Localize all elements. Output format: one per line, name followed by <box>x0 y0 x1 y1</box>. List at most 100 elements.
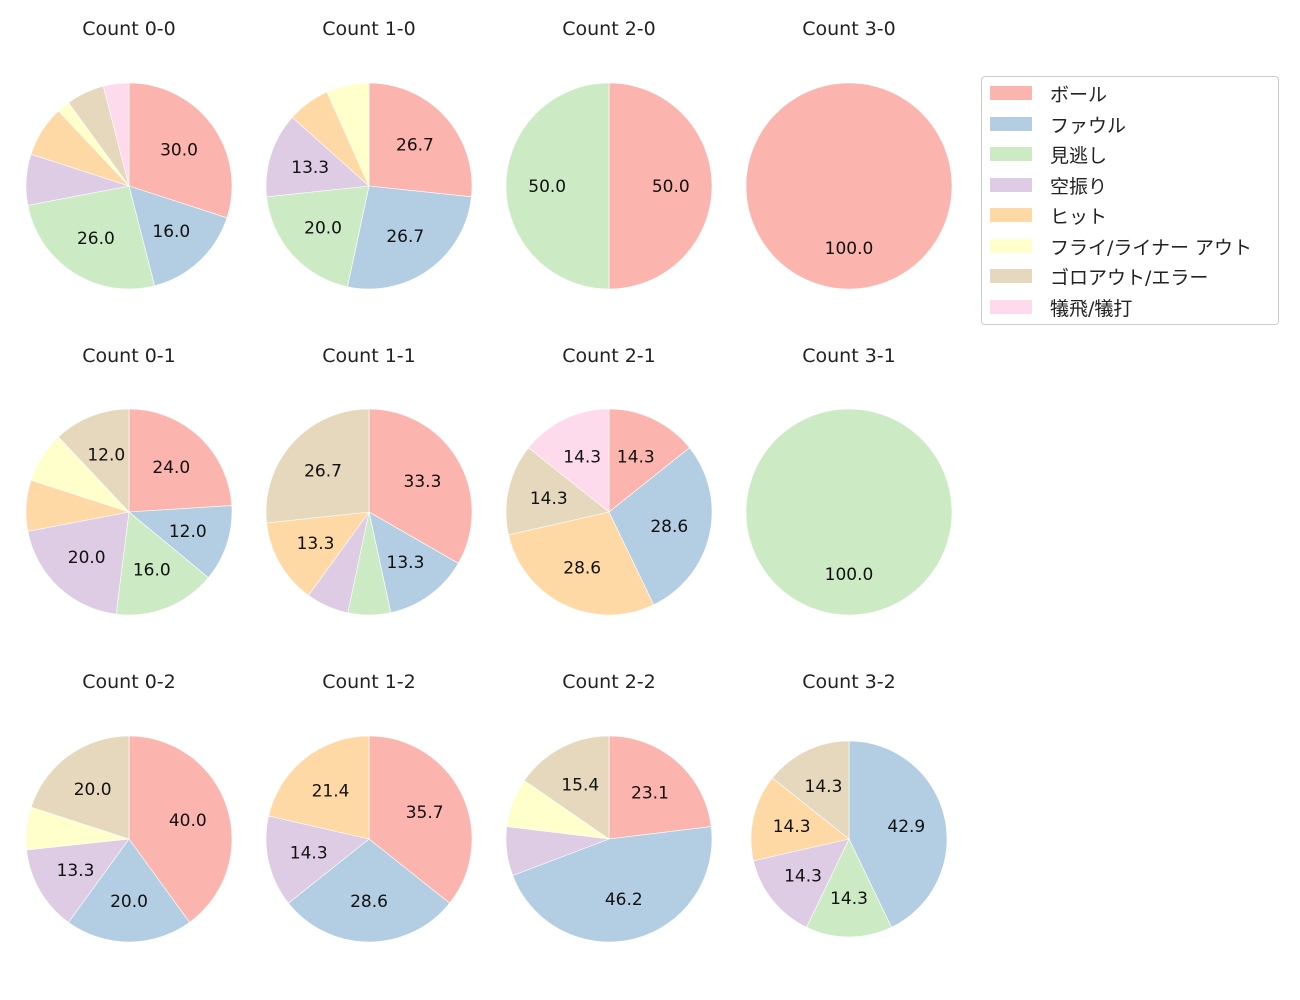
pie-count-2-0: Count 2-0 50.0 50.0 <box>505 18 713 290</box>
slice-label: 14.3 <box>290 844 328 864</box>
pie-slice <box>30 735 130 840</box>
legend-item-sacrifice: 犠飛/犠打 <box>990 294 1132 320</box>
pie-slice <box>268 735 370 840</box>
slice-label: 16.0 <box>152 222 190 242</box>
slice-label: 26.7 <box>396 136 434 156</box>
subplot-title: Count 0-0 <box>82 18 176 40</box>
slice-label: 100.0 <box>825 565 874 585</box>
pie-slice <box>368 511 459 614</box>
slice-label: 14.3 <box>530 489 568 509</box>
pie-slice <box>745 82 953 290</box>
slice-label: 14.3 <box>830 889 868 909</box>
slice-label: 28.6 <box>350 892 388 912</box>
pie-slice <box>745 408 953 616</box>
slice-label: 50.0 <box>652 177 690 197</box>
legend-item-hit: ヒット <box>990 202 1107 228</box>
pie-count-2-2: Count 2-2 23.1 46.2 15.4 <box>505 671 713 943</box>
pie-count-2-1: Count 2-1 14.3 28.6 28.6 14.3 14.3 <box>505 345 713 616</box>
pie-slice <box>266 511 370 596</box>
pie-slice <box>26 838 130 923</box>
slice-label: 20.0 <box>110 892 148 912</box>
slice-label: 20.0 <box>74 780 112 800</box>
pie-count-3-1: Count 3-1 100.0 <box>745 345 953 616</box>
pie-slice <box>347 185 472 290</box>
subplot-title: Count 1-1 <box>322 345 416 367</box>
pie-count-0-1: Count 0-1 24.0 12.0 16.0 20.0 12.0 <box>25 345 233 616</box>
pie-count-1-2: Count 1-2 35.7 28.6 14.3 21.4 <box>265 671 473 943</box>
pie-slice <box>128 735 233 923</box>
slice-label: 35.7 <box>406 803 444 823</box>
pie-slice <box>523 735 610 840</box>
pie-slice <box>368 735 473 904</box>
pie-slice <box>265 408 370 524</box>
pie-slice <box>608 735 712 840</box>
slice-label: 50.0 <box>528 177 566 197</box>
slice-label: 14.3 <box>617 447 655 467</box>
pie-slice <box>750 777 850 862</box>
slice-label: 46.2 <box>605 890 643 910</box>
pie-slice <box>128 408 233 513</box>
legend-swatch <box>990 208 1032 222</box>
pie-slice <box>128 505 233 579</box>
slice-label: 26.0 <box>77 229 115 249</box>
pie-slice <box>368 82 473 198</box>
slice-label: 20.0 <box>304 218 342 238</box>
pie-slice <box>103 82 130 187</box>
subplot-title: Count 0-2 <box>82 671 176 693</box>
subplot-title: Count 0-1 <box>82 345 176 367</box>
legend-label: 見逃し <box>1050 144 1108 167</box>
pie-slice <box>68 838 190 943</box>
slice-label: 14.3 <box>563 447 601 467</box>
slice-label: 21.4 <box>312 782 350 802</box>
subplot-title: Count 2-2 <box>562 671 656 693</box>
pie-slice <box>265 116 370 198</box>
pie-slice <box>266 185 370 288</box>
legend-label: ファウル <box>1050 114 1127 137</box>
pie-slice <box>326 82 370 187</box>
pie-slice <box>806 838 892 938</box>
slice-label: 40.0 <box>169 811 207 831</box>
subplot-title: Count 1-0 <box>322 18 416 40</box>
pie-slice <box>128 185 228 287</box>
pie-slice <box>505 447 610 536</box>
legend-label: フライ/ライナー アウト <box>1050 236 1253 259</box>
legend-swatch <box>990 269 1032 283</box>
slice-label: 42.9 <box>887 817 925 837</box>
legend-swatch <box>990 300 1032 314</box>
pie-slice <box>115 511 209 616</box>
legend-label: 空振り <box>1050 175 1108 198</box>
pie-slice <box>608 447 713 606</box>
legend-label: ボール <box>1050 83 1108 106</box>
legend-label: 犠飛/犠打 <box>1050 297 1133 320</box>
slice-label: 30.0 <box>160 141 198 161</box>
subplot-title: Count 2-1 <box>562 345 656 367</box>
subplot-title: Count 3-2 <box>802 671 896 693</box>
slice-label: 12.0 <box>169 522 207 542</box>
legend-item-swinging-strike: 空振り <box>990 172 1107 198</box>
slice-label: 23.1 <box>631 784 669 804</box>
slice-label: 26.7 <box>304 462 342 482</box>
slice-label: 13.3 <box>387 553 425 573</box>
slice-label: 13.3 <box>291 158 329 178</box>
slice-label: 14.3 <box>784 867 822 887</box>
pie-count-3-0: Count 3-0 100.0 <box>745 18 953 290</box>
pie-slice <box>287 838 451 943</box>
pie-count-0-2: Count 0-2 40.0 20.0 13.3 20.0 <box>25 671 233 943</box>
legend-swatch <box>990 86 1032 100</box>
slice-label: 13.3 <box>297 534 335 554</box>
pie-slice <box>753 838 850 928</box>
pie-slice <box>508 511 655 616</box>
legend-item-fly-liner-out: フライ/ライナー アウト <box>990 233 1252 259</box>
slice-label: 15.4 <box>561 775 599 795</box>
slice-label: 24.0 <box>152 458 190 478</box>
legend-item-ball: ボール <box>990 80 1107 106</box>
legend-label: ヒット <box>1050 205 1108 228</box>
legend-swatch <box>990 117 1032 131</box>
slice-label: 100.0 <box>825 239 874 259</box>
legend-swatch <box>990 147 1032 161</box>
pie-count-3-2: Count 3-2 42.9 14.3 14.3 14.3 14.3 <box>750 671 948 938</box>
pie-count-1-0: Count 1-0 26.7 26.7 20.0 13.3 <box>265 18 473 290</box>
slice-label: 20.0 <box>68 548 106 568</box>
subplot-title: Count 1-2 <box>322 671 416 693</box>
